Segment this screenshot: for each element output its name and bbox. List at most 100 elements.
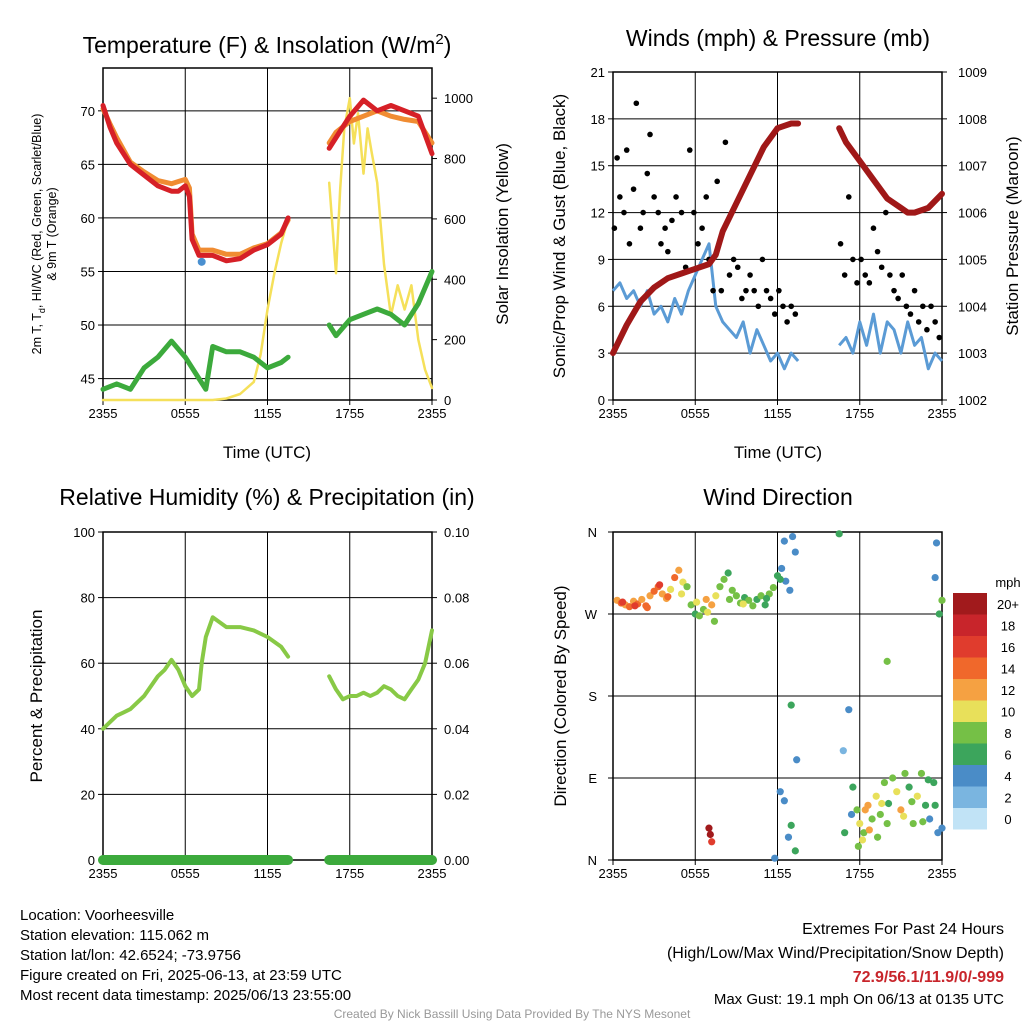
gust-point (850, 256, 856, 263)
station-info: Location: Voorheesville Station elevatio… (20, 906, 351, 1006)
direction-point (935, 610, 943, 618)
direction-point (710, 617, 719, 625)
x-tick-label: 1155 (764, 866, 792, 881)
y2-tick-label: 800 (444, 152, 466, 167)
y-tick-label: 45 (81, 372, 95, 387)
direction-point (897, 806, 905, 814)
legend-label: 16 (1001, 640, 1015, 655)
x-tick-label: 0555 (171, 406, 200, 421)
direction-point (931, 801, 939, 809)
direction-point (873, 833, 882, 841)
gust-point (644, 170, 651, 177)
legend-label: 20+ (997, 597, 1019, 612)
gust-point (669, 217, 675, 224)
y-tick-label: 15 (591, 159, 605, 174)
direction-point (880, 778, 889, 787)
x-tick-label: 1155 (764, 406, 792, 421)
gust-point (767, 295, 774, 302)
direction-point (638, 595, 646, 604)
x-tick-label: 1755 (845, 866, 874, 881)
legend-swatch (953, 679, 987, 701)
direction-point (932, 539, 941, 547)
gust-point (623, 147, 630, 153)
x-tick-label: 0555 (681, 866, 710, 881)
gust-point (920, 303, 926, 310)
gust-point (776, 287, 782, 294)
gust-point (710, 287, 716, 294)
direction-point (893, 788, 901, 796)
direction-point (901, 769, 909, 778)
y-axis-label-part: 2m T, T (30, 313, 44, 355)
gust-point (714, 178, 720, 185)
direction-point (782, 577, 790, 585)
info-timestamp: Most recent data timestamp: 2025/06/13 2… (20, 987, 352, 1004)
y-tick-label: 6 (598, 299, 605, 314)
direction-point (849, 783, 857, 791)
legend-label: 10 (1001, 705, 1015, 720)
info-created: Figure created on Fri, 2025-06-13, at 23… (20, 967, 342, 984)
gust-point (647, 131, 653, 138)
direction-point (900, 812, 908, 820)
chart-title-direction: Wind Direction (703, 484, 853, 510)
info-location: Location: Voorheesville (20, 907, 175, 924)
direction-point (787, 821, 795, 829)
extremes-values: 72.9/56.1/11.9/0/-999 (852, 969, 1004, 986)
x-tick-label: 2355 (599, 866, 628, 881)
legend-swatch (953, 657, 987, 679)
legend-title: mph (995, 575, 1020, 590)
y-tick-label: 40 (81, 722, 95, 737)
direction-point (666, 585, 675, 594)
y-tick-label: 12 (591, 206, 605, 221)
direction-point (693, 598, 701, 606)
gust-point (686, 147, 693, 153)
direction-point (841, 829, 849, 837)
y2-axis-label: Solar Insolation (Yellow) (493, 143, 512, 325)
y-axis-label: 2m T, Td, HI/WC (Red, Green, Scarlet/Blu… (30, 114, 47, 355)
y2-tick-label: 0.10 (444, 525, 469, 540)
gust-point (780, 303, 786, 310)
direction-point (703, 608, 712, 616)
gust-point (911, 287, 918, 294)
gust-point (870, 225, 877, 231)
gust-point (845, 194, 852, 200)
gust-point (739, 295, 745, 302)
direction-point (720, 575, 728, 583)
x-tick-label: 2355 (928, 866, 957, 881)
x-tick-label: 1755 (335, 866, 364, 881)
legend-label: 8 (1004, 726, 1011, 741)
direction-point (724, 569, 732, 577)
y2-tick-label: 0.06 (444, 656, 469, 671)
direction-point (926, 815, 934, 823)
y2-tick-label: 1002 (958, 393, 987, 408)
gust-point (792, 311, 799, 317)
direction-point (835, 530, 843, 538)
direction-point (908, 798, 916, 806)
x-tick-label: 0555 (681, 406, 710, 421)
x-tick-label: 2355 (418, 866, 447, 881)
y-tick-label: 9 (598, 252, 605, 267)
gust-point (751, 287, 757, 294)
direction-point (784, 833, 793, 841)
direction-point (708, 838, 716, 846)
x-tick-label: 1155 (254, 406, 282, 421)
direction-point (854, 842, 862, 850)
direction-point (872, 792, 880, 800)
y2-tick-label: 1007 (958, 159, 987, 174)
y-axis-label-subscript: d (37, 308, 47, 313)
legend-swatch (953, 700, 987, 722)
direction-point (677, 590, 686, 598)
direction-point (845, 706, 853, 714)
direction-point (839, 747, 847, 755)
credit-line: Created By Nick Bassill Using Data Provi… (333, 1007, 691, 1021)
gust-point (763, 287, 770, 294)
gust-point (887, 272, 893, 278)
direction-point (791, 548, 799, 556)
gust-point (878, 264, 885, 271)
direction-point (780, 797, 788, 805)
x-tick-label: 2355 (599, 406, 628, 421)
gust-point (882, 209, 889, 216)
direction-point (860, 829, 868, 837)
direction-point (725, 595, 734, 604)
series-2m-t (100, 97, 435, 264)
y2-tick-label: 0.02 (444, 787, 469, 802)
